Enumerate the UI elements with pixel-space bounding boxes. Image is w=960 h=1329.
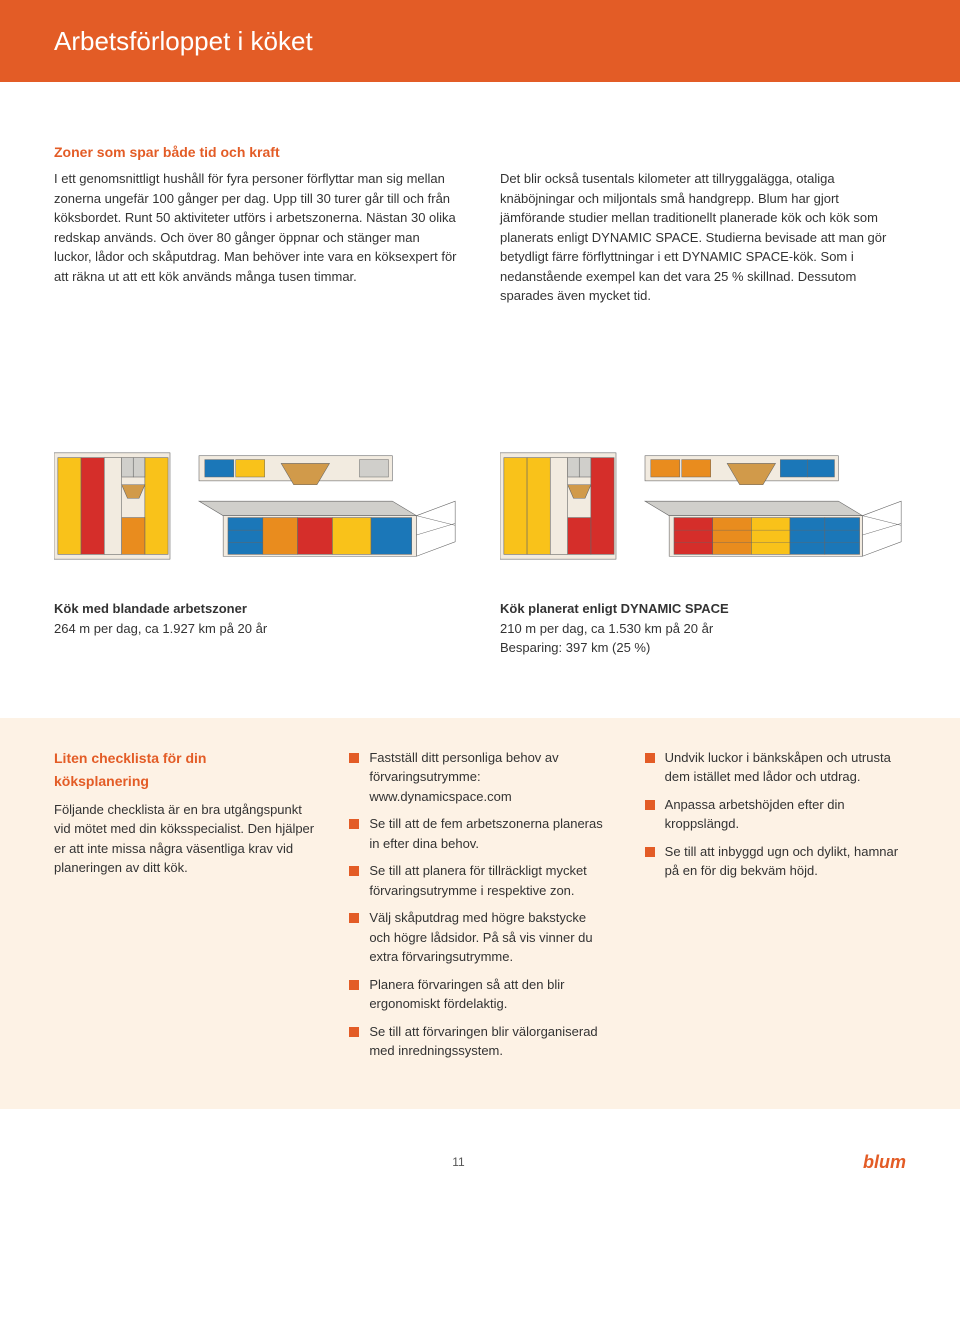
checklist-item: Se till att planera för tillräckligt myc…	[349, 861, 610, 900]
kitchen-dynamic-illustration	[500, 446, 906, 566]
checklist-title: Liten checklista för din	[54, 748, 315, 769]
kitchen-mixed-illustration	[54, 446, 460, 566]
checklist-intro-text: Följande checklista är en bra utgångspun…	[54, 800, 315, 878]
checklist-col-3: Undvik luckor i bänkskåpen och utrusta d…	[645, 748, 906, 1069]
kitchen-illustrations: Kök med blandade arbetszoner 264 m per d…	[54, 446, 906, 658]
checklist-item: Undvik luckor i bänkskåpen och utrusta d…	[645, 748, 906, 787]
checklist-list-3: Undvik luckor i bänkskåpen och utrusta d…	[645, 748, 906, 881]
kitchen-dynamic-line1: 210 m per dag, ca 1.530 km på 20 år	[500, 619, 906, 639]
kitchen-dynamic: Kök planerat enligt DYNAMIC SPACE 210 m …	[500, 446, 906, 658]
kitchen-dynamic-line2: Besparing: 397 km (25 %)	[500, 638, 906, 658]
blum-logo: blum	[863, 1149, 906, 1176]
checklist-col-2: Fastställ ditt personliga behov av förva…	[349, 748, 610, 1069]
intro-col-2: Det blir också tusentals kilometer att t…	[500, 169, 906, 306]
intro-subhead: Zoner som spar både tid och kraft	[54, 142, 906, 163]
intro-col-1: I ett genomsnittligt hushåll för fyra pe…	[54, 169, 460, 306]
intro-columns: I ett genomsnittligt hushåll för fyra pe…	[54, 169, 906, 306]
kitchen-mixed: Kök med blandade arbetszoner 264 m per d…	[54, 446, 460, 658]
page-title: Arbetsförloppet i köket	[54, 22, 313, 61]
kitchen-mixed-title: Kök med blandade arbetszoner	[54, 599, 460, 619]
checklist-item: Anpassa arbetshöjden efter din kroppslän…	[645, 795, 906, 834]
checklist-item: Se till att de fem arbetszonerna planera…	[349, 814, 610, 853]
checklist-section: Liten checklista för din köksplanering F…	[0, 718, 960, 1109]
checklist-item: Se till att inbyggd ugn och dylikt, hamn…	[645, 842, 906, 881]
checklist-item: Fastställ ditt personliga behov av förva…	[349, 748, 610, 807]
checklist-intro-col: Liten checklista för din köksplanering F…	[54, 748, 315, 1069]
header-band: Arbetsförloppet i köket	[0, 0, 960, 82]
checklist-list-2: Fastställ ditt personliga behov av förva…	[349, 748, 610, 1061]
checklist-item: Planera förvaringen så att den blir ergo…	[349, 975, 610, 1014]
checklist-item: Välj skåputdrag med högre bakstycke och …	[349, 908, 610, 967]
page-number: 11	[452, 1153, 464, 1171]
kitchen-mixed-line1: 264 m per dag, ca 1.927 km på 20 år	[54, 619, 460, 639]
page-footer: 11 blum	[0, 1149, 960, 1176]
checklist-item: Se till att förvaringen blir välorganise…	[349, 1022, 610, 1061]
checklist-subtitle: köksplanering	[54, 771, 315, 792]
kitchen-dynamic-title: Kök planerat enligt DYNAMIC SPACE	[500, 599, 906, 619]
